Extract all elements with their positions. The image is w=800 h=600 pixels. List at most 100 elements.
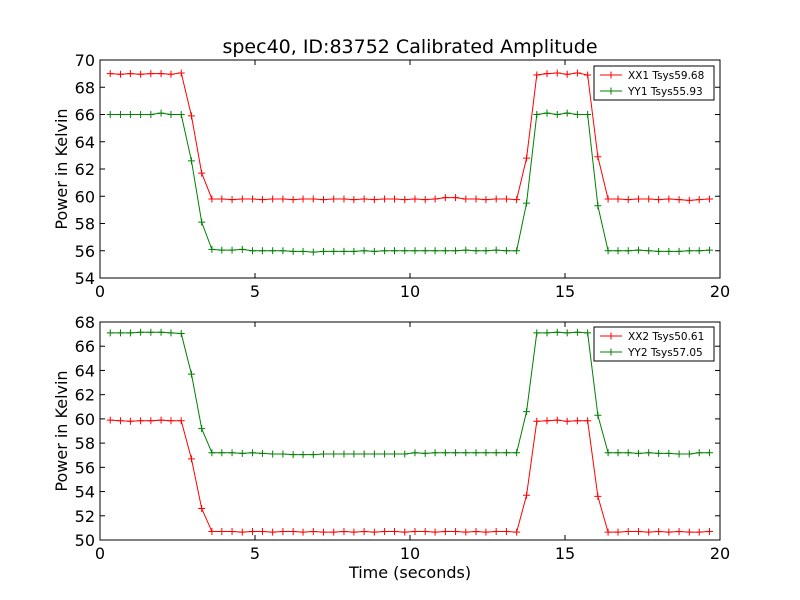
data-point (157, 109, 165, 117)
data-point (523, 491, 531, 499)
data-point (116, 417, 124, 425)
data-point (411, 195, 419, 203)
data-point (675, 196, 683, 204)
data-point (513, 449, 521, 457)
data-point (289, 451, 297, 459)
data-point (218, 528, 226, 536)
legend-marker (607, 348, 615, 356)
data-point (147, 417, 155, 425)
legend-entry: YY2 Tsys57.05 (627, 347, 703, 359)
y-tick-label: 56 (75, 458, 95, 477)
data-point (340, 195, 348, 203)
data-point (573, 69, 581, 77)
data-point (381, 195, 389, 203)
data-point (330, 195, 338, 203)
data-point (370, 247, 378, 255)
data-point (563, 329, 571, 337)
data-point (320, 247, 328, 255)
legend-entry: YY1 Tsys55.93 (627, 86, 703, 98)
data-point (523, 199, 531, 207)
data-point (655, 247, 663, 255)
data-point (604, 528, 612, 536)
data-point (573, 417, 581, 425)
data-point (472, 449, 480, 457)
data-point (624, 196, 632, 204)
y-tick-label: 50 (75, 531, 95, 550)
data-point (137, 417, 145, 425)
data-point (340, 247, 348, 255)
data-point (705, 449, 713, 457)
data-point (177, 69, 185, 77)
data-point (279, 528, 287, 536)
x-tick-label: 5 (250, 282, 260, 301)
y-tick-label: 60 (75, 187, 95, 206)
data-point (604, 449, 612, 457)
data-point (126, 70, 134, 78)
data-point (421, 196, 429, 204)
data-point (452, 194, 460, 202)
y-tick-label: 56 (75, 242, 95, 261)
data-point (299, 451, 307, 459)
data-point (452, 528, 460, 536)
data-point (472, 528, 480, 536)
x-tick-label: 10 (400, 282, 420, 301)
y-tick-label: 52 (75, 507, 95, 526)
data-point (157, 70, 165, 78)
data-point (401, 247, 409, 255)
data-point (695, 449, 703, 457)
x-tick-label: 0 (95, 282, 105, 301)
data-point (411, 528, 419, 536)
x-tick-label: 5 (250, 544, 260, 563)
data-point (665, 247, 673, 255)
y-tick-label: 64 (75, 361, 95, 380)
data-point (553, 111, 561, 118)
data-point (543, 70, 551, 78)
y-tick-label: 54 (75, 483, 95, 502)
data-point (228, 528, 236, 536)
data-point (381, 247, 389, 255)
data-point (452, 247, 460, 255)
data-point (411, 247, 419, 255)
data-point (391, 528, 398, 536)
data-point (360, 195, 368, 203)
data-point (401, 528, 409, 536)
data-point (218, 195, 226, 203)
legend-box (593, 326, 715, 362)
data-point (116, 329, 124, 337)
data-point (187, 157, 195, 165)
data-point (137, 70, 145, 78)
data-point (381, 450, 389, 458)
x-tick-label: 15 (555, 282, 575, 301)
data-point (594, 411, 602, 419)
data-point (279, 195, 287, 203)
data-point (167, 70, 175, 78)
legend-marker (607, 332, 615, 340)
data-point (634, 528, 642, 536)
data-point (106, 329, 114, 337)
data-point (553, 328, 561, 336)
data-point (634, 449, 642, 457)
data-point (381, 528, 389, 536)
data-point (198, 425, 206, 433)
data-point (106, 70, 114, 78)
data-point (594, 202, 602, 210)
data-point (167, 329, 175, 337)
data-point (299, 247, 307, 255)
data-point (198, 169, 206, 177)
data-point (462, 195, 470, 203)
data-point (482, 247, 490, 255)
data-point (320, 450, 328, 458)
data-point (208, 528, 216, 536)
data-point (513, 528, 521, 536)
data-point (116, 70, 124, 78)
data-point (320, 528, 328, 536)
data-point (350, 247, 358, 255)
data-point (502, 449, 510, 457)
data-point (492, 246, 500, 254)
data-point (249, 247, 257, 255)
data-point (573, 111, 581, 118)
data-point (645, 195, 653, 203)
data-point (665, 528, 673, 536)
data-point (269, 195, 277, 203)
x-tick-label: 10 (400, 544, 420, 563)
